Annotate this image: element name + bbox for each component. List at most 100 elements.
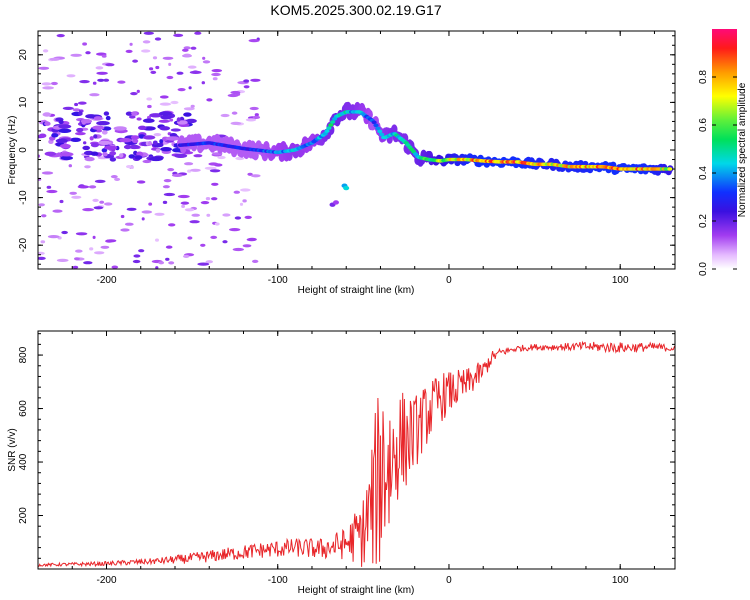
speckle	[143, 31, 154, 35]
speckle	[89, 136, 94, 141]
speckle	[44, 151, 57, 156]
speckle	[230, 90, 241, 95]
speckle	[159, 126, 171, 131]
speckle	[148, 202, 153, 206]
speckle	[242, 244, 252, 248]
speckle	[119, 138, 132, 143]
speckle	[190, 104, 195, 108]
speckle	[155, 266, 159, 269]
speckle	[141, 217, 145, 221]
ridge-core	[330, 120, 336, 124]
speckle	[130, 92, 138, 96]
speckle	[343, 185, 350, 191]
y-tick-label: -10	[18, 190, 29, 205]
snr-xlabel: Height of straight line (km)	[298, 585, 415, 596]
speckle	[129, 115, 136, 119]
speckle	[38, 251, 45, 255]
speckle	[159, 102, 172, 106]
speckle	[61, 230, 68, 235]
speckle	[80, 119, 93, 124]
speckle	[163, 192, 176, 197]
speckle	[209, 169, 221, 173]
speckle	[75, 232, 88, 236]
speckle	[250, 174, 261, 178]
speckle	[134, 155, 143, 160]
speckle	[93, 116, 103, 121]
speckle	[211, 197, 218, 201]
speckle	[168, 223, 176, 227]
x-tick-label: 100	[612, 575, 629, 586]
ridge-core	[379, 132, 385, 137]
speckle	[111, 265, 119, 269]
speckle	[77, 101, 87, 105]
speckle	[117, 80, 126, 84]
x-tick-label: -200	[96, 575, 116, 586]
spectrogram-ylabel: Frequency (Hz)	[7, 116, 18, 185]
speckle	[38, 203, 45, 207]
speckle	[132, 138, 139, 144]
speckle	[102, 152, 108, 157]
speckle	[222, 240, 228, 244]
speckle	[214, 222, 220, 226]
speckle	[147, 104, 152, 109]
speckle	[72, 265, 79, 269]
speckle	[75, 249, 83, 253]
speckle	[181, 204, 186, 208]
speckle	[59, 199, 64, 204]
ridge-core	[373, 123, 379, 128]
speckle	[62, 106, 74, 110]
speckle	[46, 189, 58, 194]
snr-frame	[37, 330, 676, 570]
y-tick-label: 600	[18, 400, 29, 417]
speckle	[77, 185, 90, 189]
speckle	[55, 138, 68, 143]
speckle	[38, 66, 50, 70]
speckle	[93, 134, 98, 139]
speckle	[56, 34, 65, 38]
speckle	[190, 46, 197, 50]
speckle	[183, 254, 190, 258]
speckle	[141, 210, 153, 214]
speckle	[128, 154, 136, 159]
speckle	[155, 238, 159, 242]
speckle	[58, 119, 64, 125]
speckle	[166, 75, 174, 80]
speckle	[162, 56, 174, 60]
ridge-core	[371, 120, 377, 125]
chart-title: KOM5.2025.300.02.19.G17	[270, 2, 441, 18]
snr-marks	[38, 340, 675, 568]
x-tick-label: -100	[268, 275, 288, 286]
speckle	[106, 239, 117, 243]
speckle	[142, 159, 152, 164]
speckle	[230, 121, 242, 125]
speckle	[59, 143, 71, 149]
speckle	[120, 228, 130, 232]
speckle	[104, 145, 118, 150]
speckle	[248, 39, 260, 43]
speckle	[245, 118, 257, 122]
speckle	[113, 126, 127, 131]
speckle	[149, 67, 154, 71]
snr-panel: -200 -100 0 100 200 400 600 800 Height of strai…	[7, 330, 676, 596]
speckle	[150, 70, 157, 74]
speckle	[78, 111, 83, 116]
speckle	[202, 60, 211, 64]
speckle	[125, 111, 133, 116]
speckle	[194, 31, 202, 35]
speckle	[142, 40, 151, 44]
speckle	[173, 33, 184, 38]
speckle	[104, 202, 113, 206]
y-tick-label: 0	[18, 147, 29, 153]
ridge-core	[328, 123, 334, 127]
speckle	[99, 200, 105, 204]
speckle	[177, 194, 190, 199]
speckle	[188, 86, 192, 90]
speckle	[38, 133, 47, 138]
speckle	[158, 111, 173, 116]
colorbar-tick-label: 0.0	[698, 262, 709, 276]
speckle	[103, 78, 110, 82]
speckle	[240, 188, 251, 192]
speckle	[183, 53, 192, 57]
speckle	[72, 108, 81, 112]
speckle	[97, 78, 105, 82]
